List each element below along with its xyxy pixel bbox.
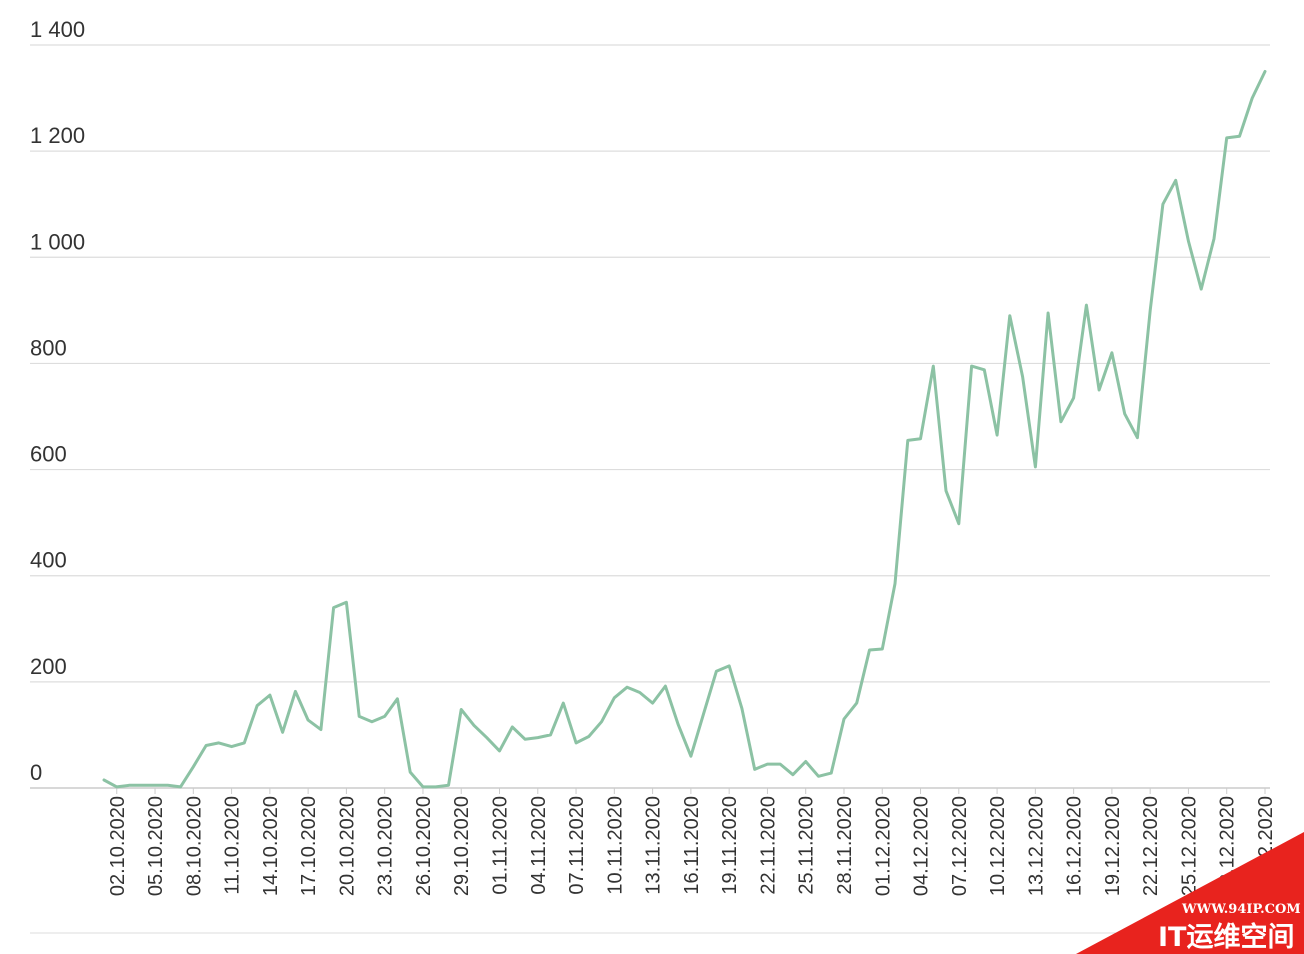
x-tick-label: 08.10.2020 — [183, 796, 205, 896]
watermark-url: WWW.94IP.COM — [1181, 902, 1301, 917]
watermark: WWW.94IP.COM IT运维空间 — [1076, 832, 1304, 954]
series-group — [102, 70, 1267, 789]
x-tick-label: 10.11.2020 — [604, 796, 626, 895]
x-tick-label: 01.12.2020 — [872, 796, 894, 896]
grid-lines — [30, 44, 1270, 789]
x-tick-label: 19.11.2020 — [719, 796, 741, 895]
x-tick-label: 13.11.2020 — [643, 796, 665, 895]
y-tick-label: 1 400 — [30, 17, 85, 42]
x-tick-label: 23.10.2020 — [375, 796, 397, 896]
x-tick-label: 17.10.2020 — [298, 796, 320, 896]
y-axis: 0 200 400 600 800 1 000 1 200 1 400 — [30, 17, 85, 785]
x-tick-label: 07.12.2020 — [949, 796, 971, 896]
y-tick-label: 400 — [30, 548, 67, 573]
x-tick-label: 26.10.2020 — [413, 796, 435, 896]
watermark-name: IT运维空间 — [1158, 921, 1294, 953]
x-tick-label: 29.10.2020 — [451, 796, 473, 896]
x-tick-label: 22.11.2020 — [757, 796, 779, 895]
x-tick-label: 01.11.2020 — [490, 796, 512, 895]
x-tick-label: 25.12.2020 — [1178, 796, 1200, 896]
x-tick-label: 20.10.2020 — [336, 796, 358, 896]
x-tick-label: 13.12.2020 — [1025, 796, 1047, 896]
x-tick-label: 07.11.2020 — [566, 796, 588, 895]
x-axis: 02.10.2020 05.10.2020 08.10.2020 11.10.2020… — [107, 788, 1277, 896]
x-tick-label: 16.12.2020 — [1064, 796, 1086, 896]
y-tick-label: 600 — [30, 442, 67, 467]
watermark-triangle — [1076, 832, 1304, 954]
y-tick-label: 1 200 — [30, 123, 85, 148]
x-tick-label: 04.12.2020 — [911, 796, 933, 896]
x-tick-label: 22.12.2020 — [1140, 796, 1162, 896]
series-line-0 — [102, 70, 1267, 789]
x-tick-label: 19.12.2020 — [1102, 796, 1124, 896]
x-tick-label: 16.11.2020 — [681, 796, 703, 895]
x-tick-label: 05.10.2020 — [145, 796, 167, 896]
x-tick-label: 11.10.2020 — [222, 796, 244, 895]
y-tick-label: 200 — [30, 654, 67, 679]
y-tick-label: 1 000 — [30, 229, 85, 254]
x-tick-label: 28.11.2020 — [834, 796, 856, 895]
y-tick-label: 0 — [30, 760, 42, 785]
y-tick-label: 800 — [30, 335, 67, 360]
x-tick-label: 02.10.2020 — [107, 796, 129, 896]
x-tick-label: 25.11.2020 — [796, 796, 818, 895]
x-tick-label: 10.12.2020 — [987, 796, 1009, 896]
x-tick-label: 04.11.2020 — [528, 796, 550, 895]
x-tick-label: 14.10.2020 — [260, 796, 282, 896]
